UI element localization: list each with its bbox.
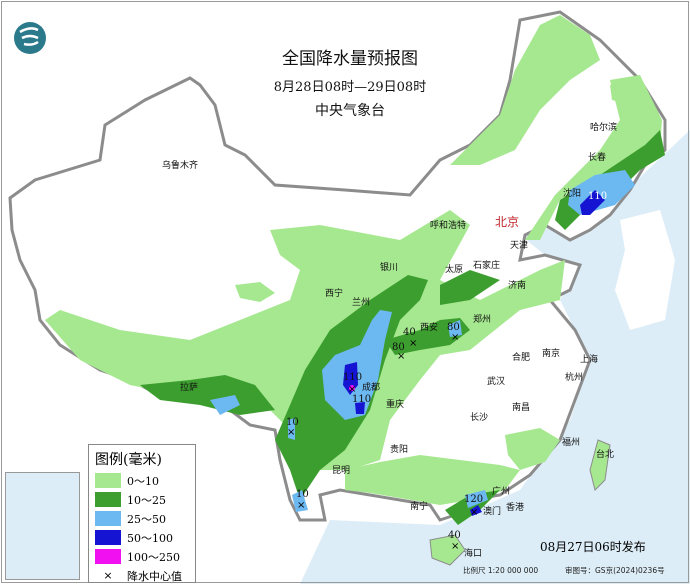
map-title: 全国降水量预报图 [282,49,418,69]
city-label: 长沙 [470,411,488,423]
hainan-island [429,534,466,566]
precip-center-marker: × [297,500,305,511]
issue-time: 08月27日06时发布 [540,540,646,554]
precip-centers: 110 40 × 80 × 80 × 110 × 110 10 × 10 × 1… [286,191,607,552]
city-label: 上海 [580,353,598,365]
city-label: 哈尔滨 [590,121,617,133]
precip-center-marker: × [287,427,295,438]
city-label: 昆明 [332,465,350,476]
city-label: 南昌 [512,401,530,413]
city-label: 乌鲁木齐 [162,159,198,171]
precip-center-marker: × [451,541,459,552]
city-label: 银川 [380,261,398,273]
city-label: 台北 [596,448,614,460]
forecast-period: 8月28日08时—29日08时 [273,80,427,95]
legend-swatch [95,492,121,507]
precip-center-value: 80 [447,322,460,333]
city-label: 沈阳 [563,187,581,199]
city-label: 郑州 [473,313,491,325]
city-label: 西安 [420,321,438,333]
south-china-sea-inset [5,472,80,580]
city-label: 石家庄 [473,259,500,271]
rain-0-10-areas [45,15,662,505]
city-label: 呼和浩特 [430,219,466,231]
city-label: 海口 [464,547,482,559]
precip-center-value: 110 [588,191,607,202]
legend: 图例(毫米) 0～10 10～25 25～50 50～100 100～250 ×… [88,444,196,583]
taiwan-island [589,439,611,491]
legend-swatch [95,511,121,526]
rain-100-250-area [349,385,355,391]
legend-item: 50～100 [95,528,195,547]
legend-swatch [95,473,121,488]
korea-peninsula [615,210,675,330]
city-label: 杭州 [565,371,583,383]
precip-center-value: 40 [448,530,461,541]
city-label: 南京 [542,347,560,359]
city-label: 福州 [562,436,580,448]
legend-item: 10～25 [95,490,195,509]
legend-title: 图例(毫米) [95,452,162,468]
legend-item: 100～250 [95,547,195,566]
precip-center-marker: × [397,351,405,362]
precip-center-marker: × [348,384,356,395]
legend-label: 降水中心值 [127,569,182,583]
city-label: 香港 [506,501,524,513]
precip-center-value: 120 [464,494,483,505]
city-label: 济南 [508,279,526,291]
city-label: 合肥 [512,351,530,363]
city-label: 拉萨 [180,381,198,393]
map-permit-number: 审图号：GS京(2024)0236号 [565,566,665,575]
legend-item: × 降水中心值 [95,566,195,584]
city-label: 北京 [495,215,519,229]
city-label: 南宁 [410,500,428,512]
city-label: 武汉 [487,375,505,387]
city-label: 成都 [362,381,380,393]
legend-label: 25～50 [127,512,166,526]
city-label: 广州 [492,485,510,497]
precip-center-marker: × [409,338,417,349]
map-scale: 比例尺 1:20 000 000 [463,566,539,575]
precip-center-value: 10 [296,489,309,500]
organization: 中央气象台 [315,103,385,119]
city-labels: 乌鲁木齐 哈尔滨 长春 沈阳 呼和浩特 北京 天津 石家庄 太原 济南 银川 西… [162,121,617,559]
legend-swatch [95,530,121,545]
city-label: 长春 [588,151,606,163]
city-label: 天津 [510,240,528,251]
precip-center-marker: × [470,507,478,518]
precip-center-value: 40 [403,327,416,338]
precip-center-value: 80 [392,342,405,353]
precip-center-value: 10 [286,417,299,428]
legend-item: 0～10 [95,471,195,490]
precip-center-value: 110 [352,394,371,405]
legend-label: 0～10 [127,474,159,488]
legend-label: 10～25 [127,493,166,507]
legend-item: 25～50 [95,509,195,528]
precip-center-marker: × [451,332,459,343]
city-label: 兰州 [352,296,370,308]
city-label: 重庆 [386,398,404,410]
center-marker-icon: × [103,569,113,582]
city-label: 澳门 [483,505,501,517]
legend-swatch [95,549,121,564]
cma-logo [14,22,46,54]
legend-label: 100～250 [127,550,180,564]
legend-label: 50～100 [127,531,173,545]
city-label: 太原 [445,263,463,275]
city-label: 贵阳 [390,443,408,455]
city-label: 西宁 [325,287,343,299]
precip-center-value: 110 [343,372,362,383]
